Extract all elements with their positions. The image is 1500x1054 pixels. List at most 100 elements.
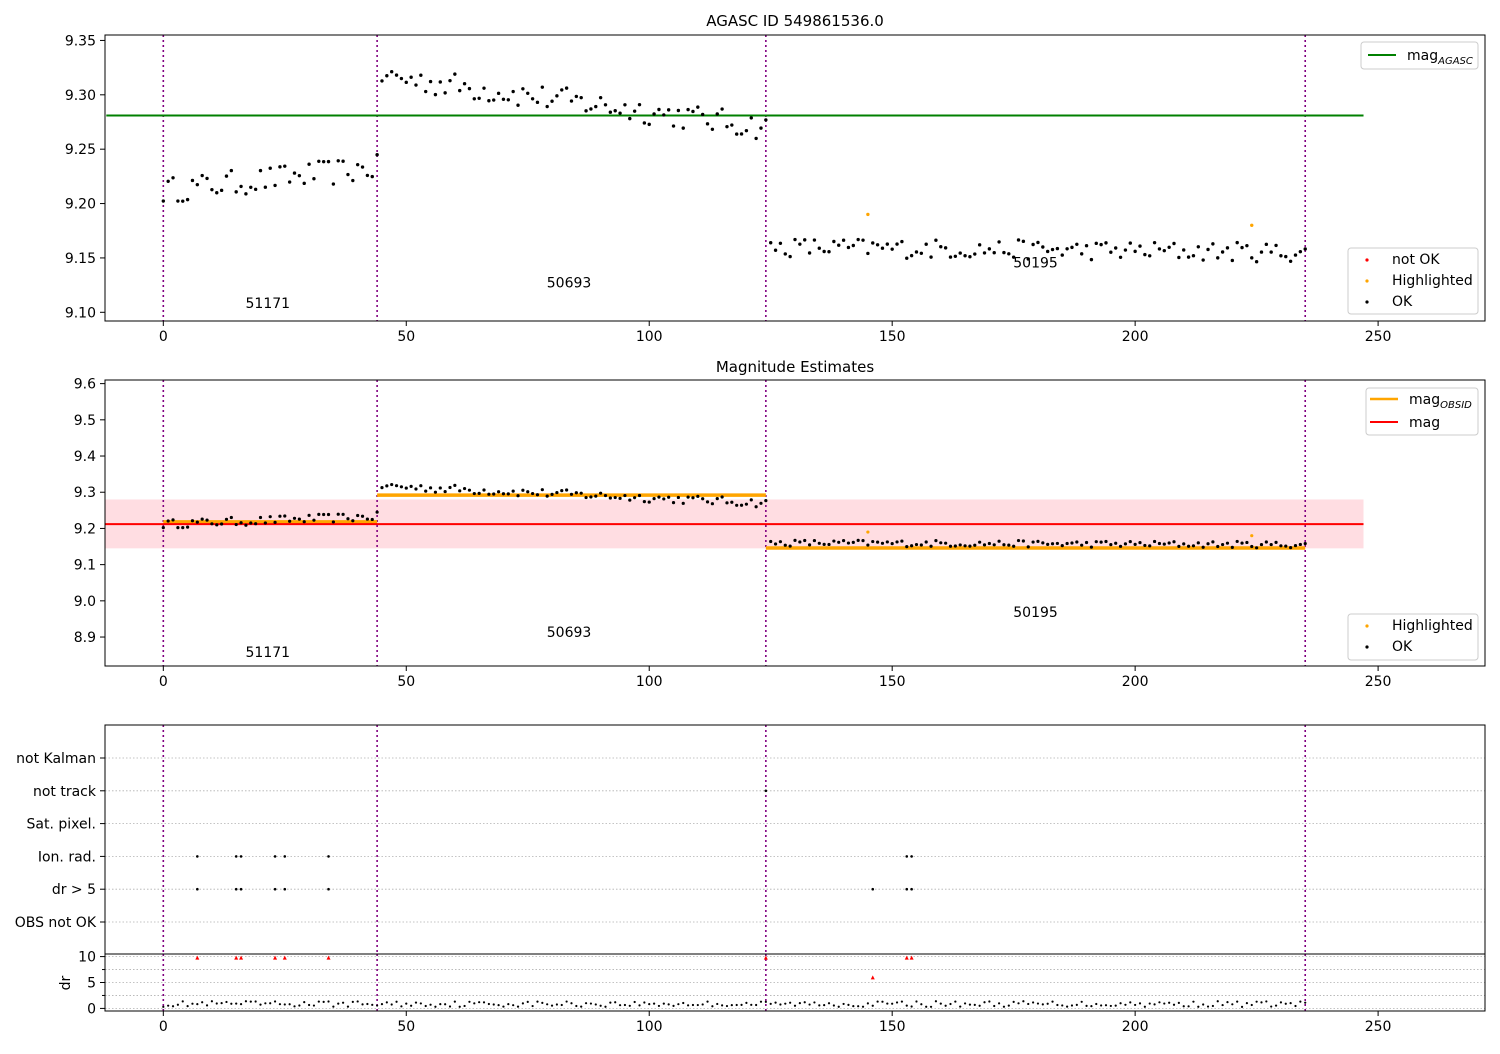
ok-point xyxy=(1084,540,1089,545)
ok-point xyxy=(424,89,428,94)
ok-point xyxy=(880,541,885,545)
ok-point xyxy=(1230,545,1234,549)
ok-point xyxy=(623,493,627,498)
ok-point xyxy=(637,102,642,107)
dr-point xyxy=(414,1001,418,1004)
ok-point xyxy=(346,517,350,521)
dr-point xyxy=(638,1004,641,1007)
dr-point xyxy=(516,1005,520,1008)
ok-point xyxy=(1041,541,1045,545)
ok-point xyxy=(1196,541,1200,545)
dr-point xyxy=(1197,1005,1200,1008)
y-tick-label: 9.25 xyxy=(65,142,96,158)
ok-point xyxy=(1094,540,1098,544)
dr-y-axis-label: dr xyxy=(58,975,74,990)
dr-point xyxy=(891,1002,894,1005)
ok-point xyxy=(1182,248,1186,252)
ok-point xyxy=(1196,245,1201,249)
dr-point xyxy=(861,1005,865,1008)
flag-category-label: not track xyxy=(33,784,97,800)
dr-point xyxy=(1007,1004,1010,1007)
ok-point xyxy=(370,517,374,522)
ok-point xyxy=(1114,246,1118,250)
dr-point xyxy=(215,1002,218,1005)
dr-point xyxy=(1022,1000,1025,1003)
ok-point xyxy=(895,242,899,246)
dr-point xyxy=(410,1004,413,1007)
dr-point xyxy=(1012,1000,1015,1004)
ok-point xyxy=(249,521,253,525)
ok-point xyxy=(832,539,836,543)
ok-point xyxy=(253,187,258,192)
dr-point xyxy=(667,1003,670,1006)
dr-outlier-marker xyxy=(870,975,875,980)
ok-point xyxy=(1080,543,1084,547)
ok-point xyxy=(769,241,773,245)
ok-point xyxy=(919,251,924,255)
agasc-plot-frame xyxy=(104,34,1486,322)
ok-point xyxy=(1012,544,1016,548)
ok-point xyxy=(341,512,345,516)
ok-point xyxy=(632,109,637,113)
ok-point xyxy=(973,543,977,547)
ok-point xyxy=(205,176,209,181)
dr-point xyxy=(337,1002,340,1005)
x-tick-label: 0 xyxy=(159,1019,168,1035)
magnitude-highlighted-legend-label: Highlighted xyxy=(1392,618,1473,634)
ok-point xyxy=(725,124,729,129)
dr-point xyxy=(716,1002,719,1006)
y-tick-label: 9.10 xyxy=(65,305,96,321)
dr-point xyxy=(1226,1000,1229,1004)
ok-point xyxy=(1143,252,1147,257)
ok-point xyxy=(1201,258,1205,262)
ok-point xyxy=(851,540,855,544)
dr-point xyxy=(580,1005,583,1008)
ok-point xyxy=(472,97,476,101)
dr-point xyxy=(691,1003,695,1007)
mag-agasc-legend-label: magAGASC xyxy=(1407,48,1473,67)
ok-point xyxy=(735,503,739,507)
dr-point xyxy=(351,1000,354,1004)
ok-point xyxy=(365,517,369,521)
ok-point xyxy=(1211,242,1215,246)
dr-point xyxy=(609,1001,612,1004)
dr-outlier-marker xyxy=(195,955,200,960)
dr-point xyxy=(1027,1002,1030,1006)
ok-point xyxy=(968,544,972,548)
dr-point xyxy=(1216,1000,1219,1003)
ok-point xyxy=(657,495,661,499)
ok-point xyxy=(458,489,462,493)
dr-point xyxy=(361,1003,364,1006)
ok-point xyxy=(292,516,297,520)
ok-point xyxy=(812,238,817,242)
ok-point xyxy=(764,498,768,503)
ok-point xyxy=(1186,255,1191,259)
flag-point xyxy=(910,887,913,891)
dr-point xyxy=(1017,1002,1020,1005)
dr-point xyxy=(429,1003,432,1006)
dr-point xyxy=(1284,1002,1287,1005)
dr-point xyxy=(993,1004,996,1008)
dr-point xyxy=(400,1005,403,1008)
obsid-label: 50195 xyxy=(1013,256,1058,272)
dr-point xyxy=(1119,1002,1122,1005)
dr-point xyxy=(220,1001,223,1005)
ok-point xyxy=(545,104,549,109)
x-tick-label: 200 xyxy=(1122,329,1149,345)
ok-point xyxy=(477,96,481,100)
ok-point xyxy=(764,118,768,122)
ok-point xyxy=(739,132,744,136)
dr-point xyxy=(191,1002,194,1005)
ok-point xyxy=(900,239,904,244)
ok-point xyxy=(1201,545,1205,549)
dr-point xyxy=(628,1004,631,1007)
dr-point xyxy=(444,1003,447,1006)
dr-point xyxy=(682,1001,685,1005)
ok-point xyxy=(579,491,583,495)
ok-point xyxy=(574,94,579,99)
dr-point xyxy=(1134,1003,1137,1007)
dr-point xyxy=(458,1005,461,1008)
ok-point xyxy=(1162,542,1166,546)
dr-point xyxy=(1109,1004,1112,1008)
